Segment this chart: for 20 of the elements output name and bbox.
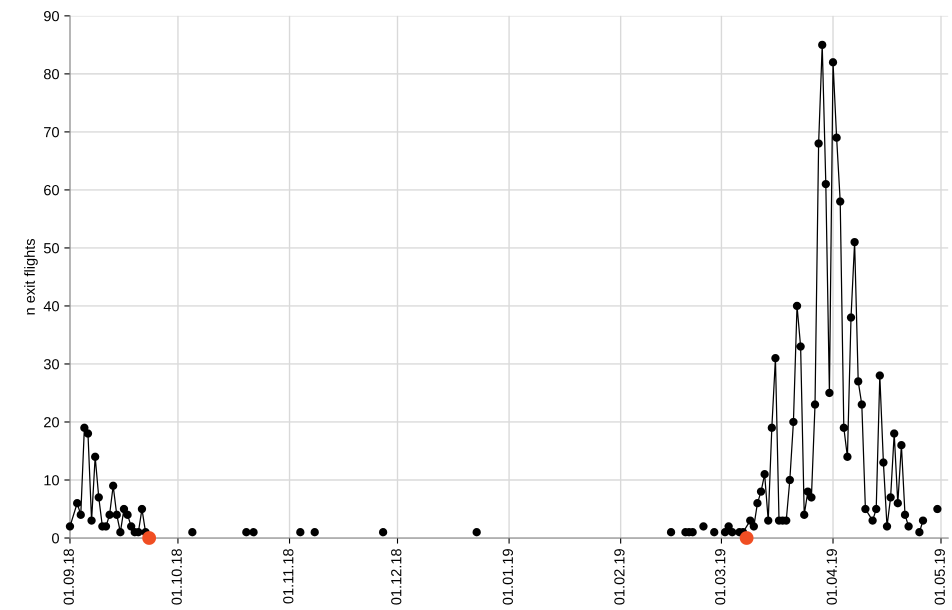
x-tick-label: 01.02.19 (614, 549, 625, 605)
x-tick-label: 01.03.19 (715, 549, 726, 605)
y-tick-label: 70 (44, 126, 59, 138)
x-tick-label: 01.11.18 (283, 549, 294, 604)
y-tick-label: 50 (44, 243, 59, 254)
y-tick-label: 80 (44, 68, 59, 80)
y-tick-label: 20 (44, 417, 59, 428)
y-axis-title: n exit flights (24, 238, 38, 314)
y-tick-label: 30 (44, 359, 59, 370)
y-tick-label: 90 (44, 10, 59, 22)
y-tick-label: 10 (44, 475, 59, 486)
x-tick-label: 01.12.18 (391, 549, 402, 605)
y-tick-label: 60 (44, 185, 59, 196)
x-tick-label: 01.01.19 (502, 549, 513, 605)
y-tick-label: 40 (44, 301, 59, 312)
x-tick-label: 01.10.18 (172, 549, 182, 605)
x-tick-label: 01.09.18 (64, 549, 74, 605)
x-tick-label: 01.05.19 (934, 549, 945, 605)
y-tick-label: 0 (52, 533, 59, 544)
x-tick-label: 01.04.19 (826, 549, 837, 605)
